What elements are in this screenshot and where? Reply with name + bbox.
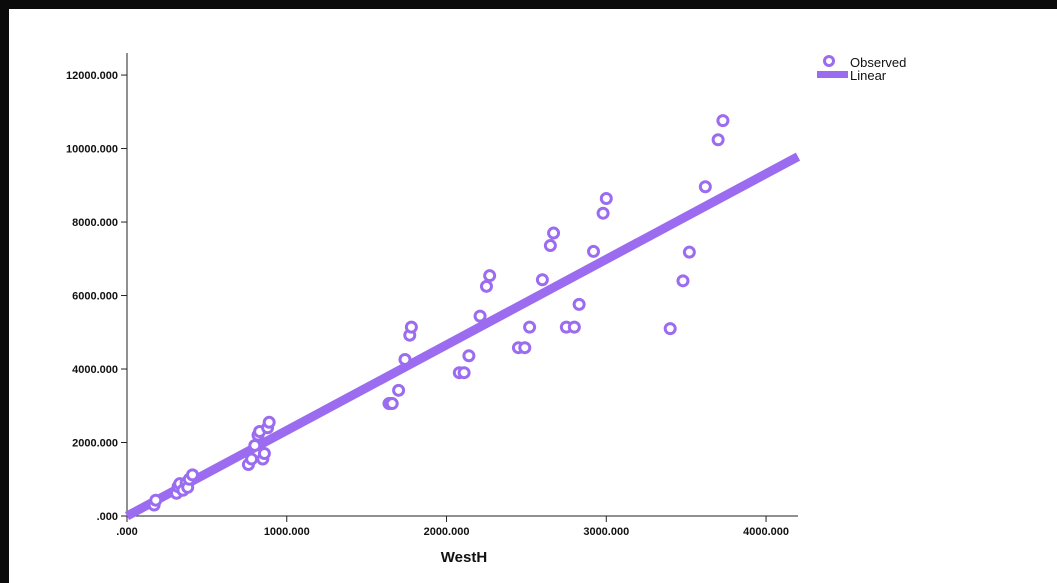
observed-point xyxy=(682,245,696,259)
observed-point xyxy=(479,279,493,293)
observed-point xyxy=(186,468,200,482)
legend-observed-label: Observed xyxy=(850,55,906,70)
fit-line-group xyxy=(124,152,801,520)
observed-point xyxy=(599,192,613,206)
x-tick-label: 2000.000 xyxy=(424,526,470,538)
observed-point xyxy=(596,206,610,220)
legend-linear-swatch xyxy=(817,71,848,78)
observed-points xyxy=(147,114,730,512)
y-tick-label: 4000.000 xyxy=(72,364,118,376)
observed-point xyxy=(698,180,712,194)
observed-point xyxy=(523,320,537,334)
observed-point xyxy=(457,366,471,380)
observed-point xyxy=(483,269,497,283)
observed-point xyxy=(716,114,730,128)
y-tick-label: 6000.000 xyxy=(72,291,118,303)
observed-point xyxy=(663,322,677,336)
observed-point xyxy=(248,438,262,452)
observed-point xyxy=(535,273,549,287)
observed-point xyxy=(547,226,561,240)
x-tick-label: 1000.000 xyxy=(264,526,310,538)
observed-point xyxy=(473,309,487,323)
observed-point xyxy=(257,447,271,461)
legend-observed-marker xyxy=(823,55,835,67)
observed-point xyxy=(245,452,259,466)
observed-point xyxy=(676,274,690,288)
observed-point xyxy=(385,397,399,411)
y-tick-label: 10000.000 xyxy=(66,144,118,156)
observed-point xyxy=(518,341,532,355)
observed-point xyxy=(149,493,163,507)
y-tick-label: 2000.000 xyxy=(72,438,118,450)
observed-point xyxy=(587,244,601,258)
observed-point xyxy=(567,320,581,334)
axes: .000 2000.000 4000.000 6000.000 8000.000 1000… xyxy=(66,53,798,538)
observed-point xyxy=(404,320,418,334)
y-tick-label: .000 xyxy=(97,511,118,523)
legend-linear-label: Linear xyxy=(850,68,887,83)
y-tick-label: 8000.000 xyxy=(72,217,118,229)
observed-point xyxy=(462,349,476,363)
observed-point xyxy=(262,415,276,429)
x-tick-label: 4000.000 xyxy=(743,526,789,538)
observed-point xyxy=(711,133,725,147)
y-tick-label: 12000.000 xyxy=(66,70,118,82)
x-axis-title: WestH xyxy=(441,549,487,566)
observed-point xyxy=(398,352,412,366)
observed-point xyxy=(572,297,586,311)
linear-fit-line xyxy=(124,152,801,520)
observed-point xyxy=(392,383,406,397)
x-tick-label: 3000.000 xyxy=(583,526,629,538)
observed-point xyxy=(543,239,557,253)
x-tick-label: .000 xyxy=(116,526,137,538)
